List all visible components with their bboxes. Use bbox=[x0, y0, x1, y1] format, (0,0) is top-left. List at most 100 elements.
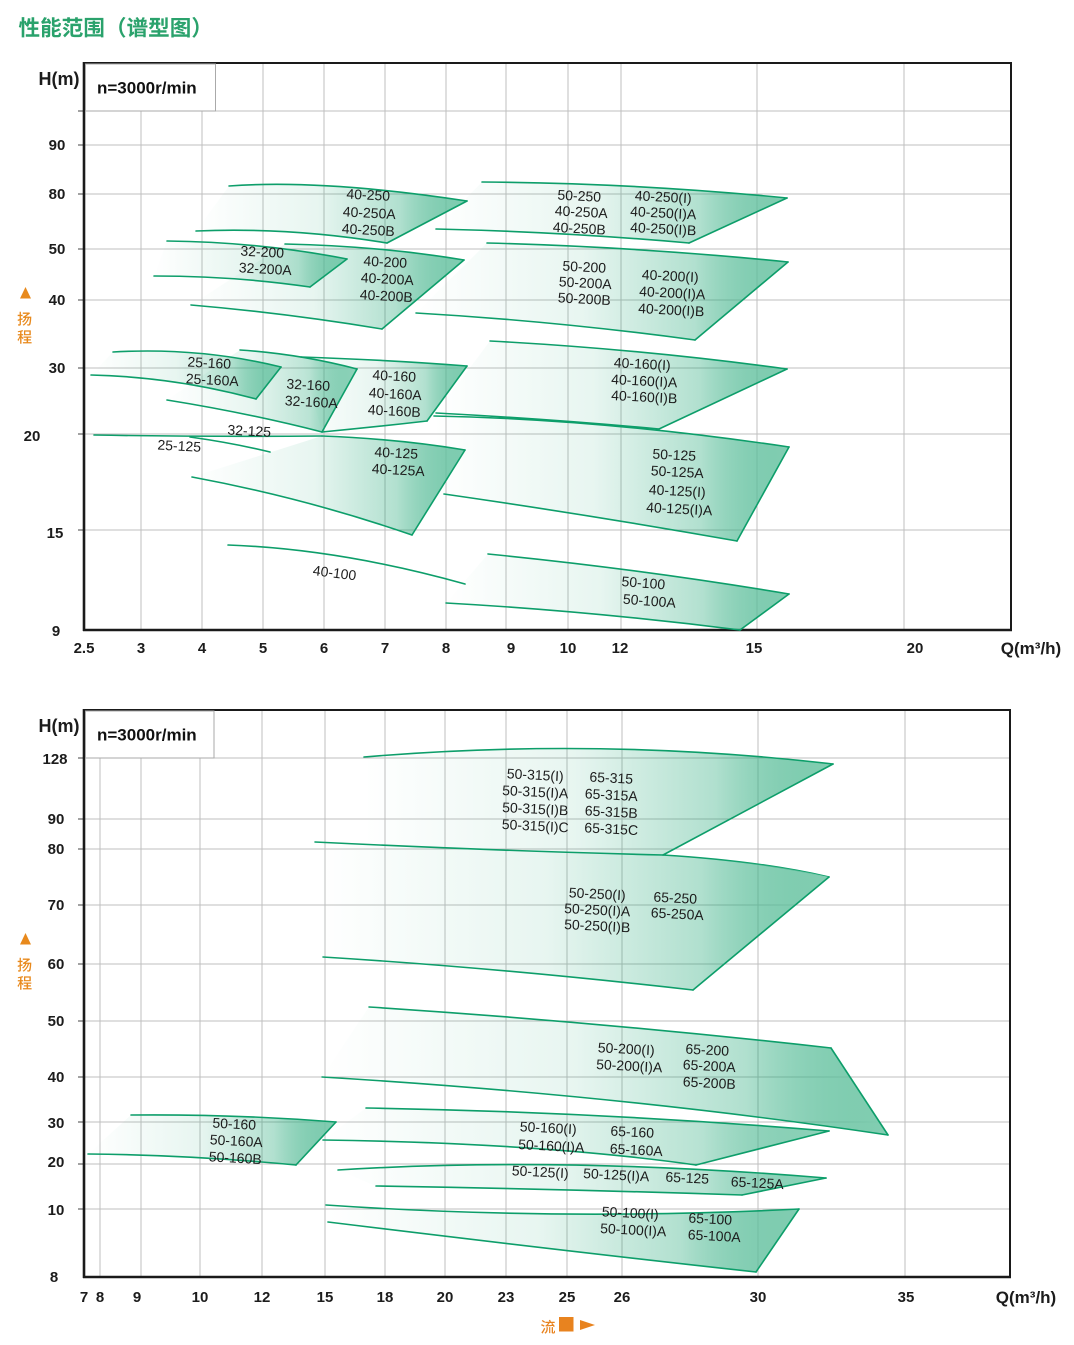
svg-text:50: 50 bbox=[49, 241, 66, 258]
svg-text:7: 7 bbox=[381, 640, 389, 657]
svg-text:Q(m³/h): Q(m³/h) bbox=[1001, 639, 1061, 658]
svg-text:4: 4 bbox=[198, 640, 207, 657]
svg-text:12: 12 bbox=[254, 1289, 271, 1306]
svg-text:H(m): H(m) bbox=[39, 716, 80, 736]
svg-text:40-160A: 40-160A bbox=[368, 384, 422, 403]
svg-text:50-100A: 50-100A bbox=[622, 591, 677, 611]
svg-text:30: 30 bbox=[49, 360, 66, 377]
svg-text:25-125: 25-125 bbox=[157, 437, 202, 455]
svg-text:25: 25 bbox=[559, 1289, 576, 1306]
svg-text:40-250B: 40-250B bbox=[341, 220, 395, 239]
svg-text:6: 6 bbox=[320, 640, 328, 657]
svg-text:40-250(I)B: 40-250(I)B bbox=[630, 219, 697, 238]
svg-text:65-100A: 65-100A bbox=[687, 1226, 741, 1245]
svg-text:50-125A: 50-125A bbox=[650, 462, 704, 481]
svg-text:8: 8 bbox=[50, 1269, 58, 1286]
svg-text:50-100: 50-100 bbox=[621, 573, 666, 592]
svg-text:8: 8 bbox=[442, 640, 450, 657]
svg-text:50-125: 50-125 bbox=[652, 446, 697, 464]
svg-text:40-160(I)A: 40-160(I)A bbox=[611, 371, 679, 390]
svg-text:9: 9 bbox=[52, 623, 60, 640]
svg-text:50-100(I): 50-100(I) bbox=[601, 1203, 659, 1222]
svg-text:40: 40 bbox=[49, 292, 66, 309]
svg-text:15: 15 bbox=[746, 640, 763, 657]
svg-text:Q(m³/h): Q(m³/h) bbox=[996, 1288, 1056, 1307]
svg-text:30: 30 bbox=[48, 1115, 65, 1132]
svg-text:50: 50 bbox=[48, 1013, 65, 1030]
svg-text:50-125(I): 50-125(I) bbox=[511, 1162, 569, 1181]
svg-text:50-200A: 50-200A bbox=[558, 273, 612, 292]
svg-text:20: 20 bbox=[24, 428, 41, 445]
svg-text:32-125: 32-125 bbox=[227, 422, 272, 440]
svg-text:50-315(I)B: 50-315(I)B bbox=[502, 799, 569, 818]
svg-text:50-250(I)B: 50-250(I)B bbox=[564, 916, 631, 935]
svg-text:40-250A: 40-250A bbox=[342, 203, 396, 222]
svg-text:40-200A: 40-200A bbox=[360, 269, 414, 288]
svg-text:40-250(I)A: 40-250(I)A bbox=[630, 203, 698, 222]
svg-text:H(m): H(m) bbox=[39, 69, 80, 89]
svg-text:15: 15 bbox=[47, 525, 64, 542]
svg-text:65-200: 65-200 bbox=[685, 1041, 730, 1059]
svg-text:50-315(I)A: 50-315(I)A bbox=[502, 782, 570, 801]
svg-text:50-160A: 50-160A bbox=[209, 1131, 263, 1150]
svg-text:40-160: 40-160 bbox=[372, 367, 417, 385]
svg-text:40-200: 40-200 bbox=[363, 253, 408, 271]
svg-text:8: 8 bbox=[96, 1289, 104, 1306]
svg-text:40-125(I): 40-125(I) bbox=[648, 481, 706, 500]
svg-text:65-315A: 65-315A bbox=[584, 785, 638, 804]
svg-text:40-100: 40-100 bbox=[312, 562, 357, 583]
svg-text:50-160B: 50-160B bbox=[208, 1148, 262, 1167]
svg-text:60: 60 bbox=[48, 956, 65, 973]
svg-text:50-160(I): 50-160(I) bbox=[519, 1118, 577, 1137]
svg-text:30: 30 bbox=[750, 1289, 767, 1306]
svg-text:40-160B: 40-160B bbox=[367, 401, 421, 420]
svg-text:20: 20 bbox=[907, 640, 924, 657]
svg-text:2.5: 2.5 bbox=[74, 640, 95, 657]
svg-text:n=3000r/min: n=3000r/min bbox=[97, 79, 197, 98]
svg-text:10: 10 bbox=[192, 1289, 209, 1306]
svg-text:65-200B: 65-200B bbox=[682, 1073, 736, 1092]
svg-text:80: 80 bbox=[49, 186, 66, 203]
svg-text:3: 3 bbox=[137, 640, 145, 657]
svg-text:n=3000r/min: n=3000r/min bbox=[97, 726, 197, 745]
svg-text:40-250: 40-250 bbox=[346, 186, 391, 204]
svg-text:40-125A: 40-125A bbox=[371, 460, 425, 479]
svg-text:23: 23 bbox=[498, 1289, 515, 1306]
svg-text:50-200(I)A: 50-200(I)A bbox=[596, 1056, 664, 1075]
svg-text:65-125: 65-125 bbox=[665, 1169, 710, 1187]
svg-text:40-200(I): 40-200(I) bbox=[641, 266, 699, 285]
svg-text:40-200(I)A: 40-200(I)A bbox=[639, 283, 707, 302]
svg-text:32-160A: 32-160A bbox=[284, 392, 338, 411]
svg-text:65-250A: 65-250A bbox=[650, 904, 704, 923]
svg-text:40-250(I): 40-250(I) bbox=[634, 187, 692, 206]
svg-text:70: 70 bbox=[48, 897, 65, 914]
svg-text:40-125(I)A: 40-125(I)A bbox=[646, 499, 714, 518]
svg-text:20: 20 bbox=[437, 1289, 454, 1306]
svg-text:65-125A: 65-125A bbox=[730, 1173, 784, 1192]
svg-text:50-160: 50-160 bbox=[212, 1115, 257, 1133]
svg-text:5: 5 bbox=[259, 640, 267, 657]
svg-text:10: 10 bbox=[48, 1202, 65, 1219]
svg-text:9: 9 bbox=[507, 640, 515, 657]
svg-text:50-250(I)A: 50-250(I)A bbox=[564, 900, 632, 919]
svg-text:40-125: 40-125 bbox=[374, 444, 419, 462]
svg-text:65-250: 65-250 bbox=[653, 889, 698, 907]
svg-text:10: 10 bbox=[560, 640, 577, 657]
svg-text:50-125(I)A: 50-125(I)A bbox=[583, 1165, 651, 1184]
svg-text:65-315C: 65-315C bbox=[584, 819, 638, 838]
svg-text:40-200B: 40-200B bbox=[359, 286, 413, 305]
svg-text:12: 12 bbox=[612, 640, 629, 657]
svg-text:15: 15 bbox=[317, 1289, 334, 1306]
svg-text:20: 20 bbox=[48, 1154, 65, 1171]
svg-text:32-200: 32-200 bbox=[240, 243, 285, 261]
svg-text:25-160A: 25-160A bbox=[185, 370, 239, 389]
svg-text:65-315: 65-315 bbox=[589, 769, 634, 787]
svg-text:40-250A: 40-250A bbox=[554, 202, 608, 221]
svg-text:90: 90 bbox=[48, 811, 65, 828]
svg-text:50-200(I): 50-200(I) bbox=[597, 1039, 655, 1058]
svg-text:65-315B: 65-315B bbox=[584, 802, 638, 821]
svg-text:25-160: 25-160 bbox=[187, 354, 232, 372]
svg-text:32-160: 32-160 bbox=[286, 376, 331, 394]
svg-text:65-100: 65-100 bbox=[688, 1210, 733, 1228]
svg-text:40-250B: 40-250B bbox=[552, 219, 606, 238]
